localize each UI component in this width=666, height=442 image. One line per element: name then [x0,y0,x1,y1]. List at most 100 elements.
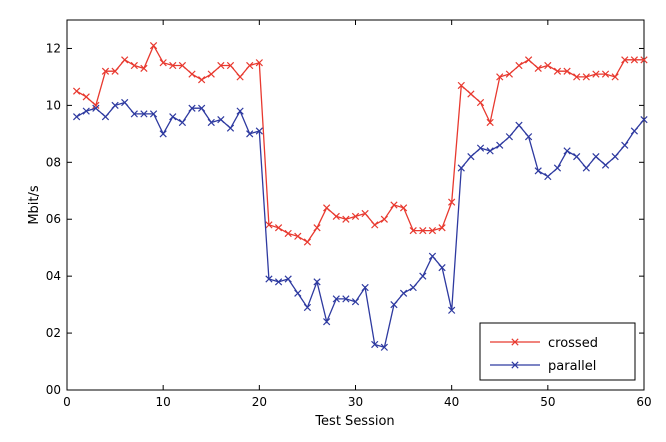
data-point-parallel [630,127,639,135]
series-lines [72,41,648,351]
data-point-parallel [476,144,485,152]
data-point-crossed [553,67,562,75]
data-point-parallel [611,152,619,161]
data-point-parallel [640,115,648,124]
data-point-parallel [207,118,215,127]
data-point-parallel [332,295,340,303]
data-point-crossed [332,212,340,221]
data-point-parallel [524,133,533,141]
data-point-parallel [553,164,562,172]
data-point-parallel [255,127,263,135]
y-tick-label: 12 [46,41,61,55]
data-point-crossed [448,198,456,206]
data-point-parallel [419,272,427,280]
series-crossed [72,41,648,246]
data-point-crossed [72,87,81,95]
data-point-parallel [505,133,513,141]
data-point-parallel [380,343,388,351]
x-tick-labels: 0 10 20 30 40 50 60 [63,395,651,409]
data-point-crossed [226,61,235,70]
data-point-parallel [515,121,523,129]
data-point-parallel [342,295,350,303]
data-point-crossed [255,59,263,67]
data-point-parallel [130,110,138,118]
data-point-parallel [448,306,456,314]
data-point-parallel [371,340,379,349]
data-point-crossed [236,73,244,81]
data-point-parallel [121,98,129,107]
data-point-crossed [198,76,206,84]
data-point-crossed [592,70,600,78]
data-point-parallel [101,113,110,121]
data-point-parallel [217,115,225,124]
data-point-crossed [313,224,321,232]
data-point-parallel [496,141,504,149]
data-point-crossed [544,61,552,70]
data-point-crossed [265,221,273,229]
data-point-parallel [323,318,331,326]
data-point-parallel [198,104,206,112]
data-point-crossed [149,41,158,50]
data-point-parallel [592,152,600,161]
data-point-crossed [582,73,590,81]
legend-items: crossed parallel [490,336,598,374]
data-point-parallel [457,164,465,172]
data-point-crossed [121,56,129,64]
data-point-crossed [178,61,187,70]
data-point-parallel [409,283,417,292]
legend-marker-crossed [511,338,519,346]
data-point-parallel [178,118,187,127]
x-tick-label: 30 [348,395,363,409]
x-tick-label: 60 [636,395,651,409]
data-point-crossed [534,64,542,73]
data-point-parallel [573,152,581,161]
data-point-crossed [438,224,446,232]
data-point-crossed [573,73,581,81]
y-tick-labels: 00 02 04 06 08 10 12 [46,41,61,397]
data-point-parallel [159,130,167,138]
data-point-parallel [246,130,254,138]
data-point-crossed [419,226,427,235]
y-tick-label: 06 [46,212,61,226]
data-point-parallel [140,110,148,118]
data-point-crossed [630,56,639,64]
data-point-crossed [82,93,90,101]
data-point-parallel [92,104,100,112]
data-point-parallel [399,289,408,297]
data-point-crossed [640,56,648,64]
series-parallel [72,98,648,351]
data-point-crossed [169,61,177,70]
legend-label-crossed: crossed [548,336,598,351]
data-point-parallel [467,152,475,161]
x-tick-label: 10 [156,395,171,409]
data-point-parallel [486,147,494,155]
x-tick-label: 40 [444,395,459,409]
data-point-crossed [486,118,494,127]
x-tick-label: 0 [63,395,71,409]
y-tick-label: 10 [46,98,61,112]
data-point-crossed [274,224,283,232]
data-point-parallel [601,161,610,169]
data-point-parallel [438,263,446,272]
data-point-crossed [294,232,302,240]
data-point-parallel [111,101,119,110]
legend-label-parallel: parallel [548,359,596,374]
y-tick-label: 08 [46,155,61,169]
data-point-parallel [226,124,235,132]
y-axis-label: Mbit/s [27,185,42,225]
data-point-parallel [188,104,196,112]
data-point-crossed [284,229,292,238]
data-point-crossed [246,61,254,70]
x-tick-label: 50 [540,395,555,409]
data-point-crossed [563,67,571,75]
data-point-crossed [130,61,138,70]
data-point-parallel [582,164,590,172]
data-point-parallel [351,298,360,306]
data-point-crossed [351,212,360,221]
data-point-crossed [361,209,369,218]
data-point-crossed [92,101,100,110]
data-point-parallel [265,275,273,283]
data-point-crossed [303,238,312,246]
data-point-parallel [534,167,542,175]
